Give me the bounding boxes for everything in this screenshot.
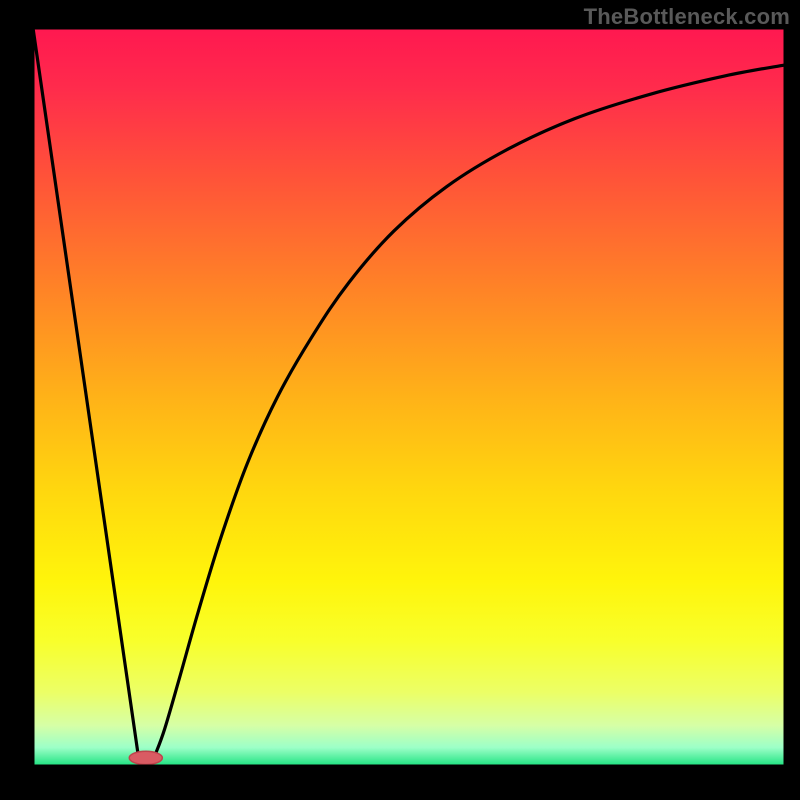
bottleneck-chart [0, 0, 800, 800]
watermark-text: TheBottleneck.com [584, 4, 790, 30]
chart-container: TheBottleneck.com [0, 0, 800, 800]
